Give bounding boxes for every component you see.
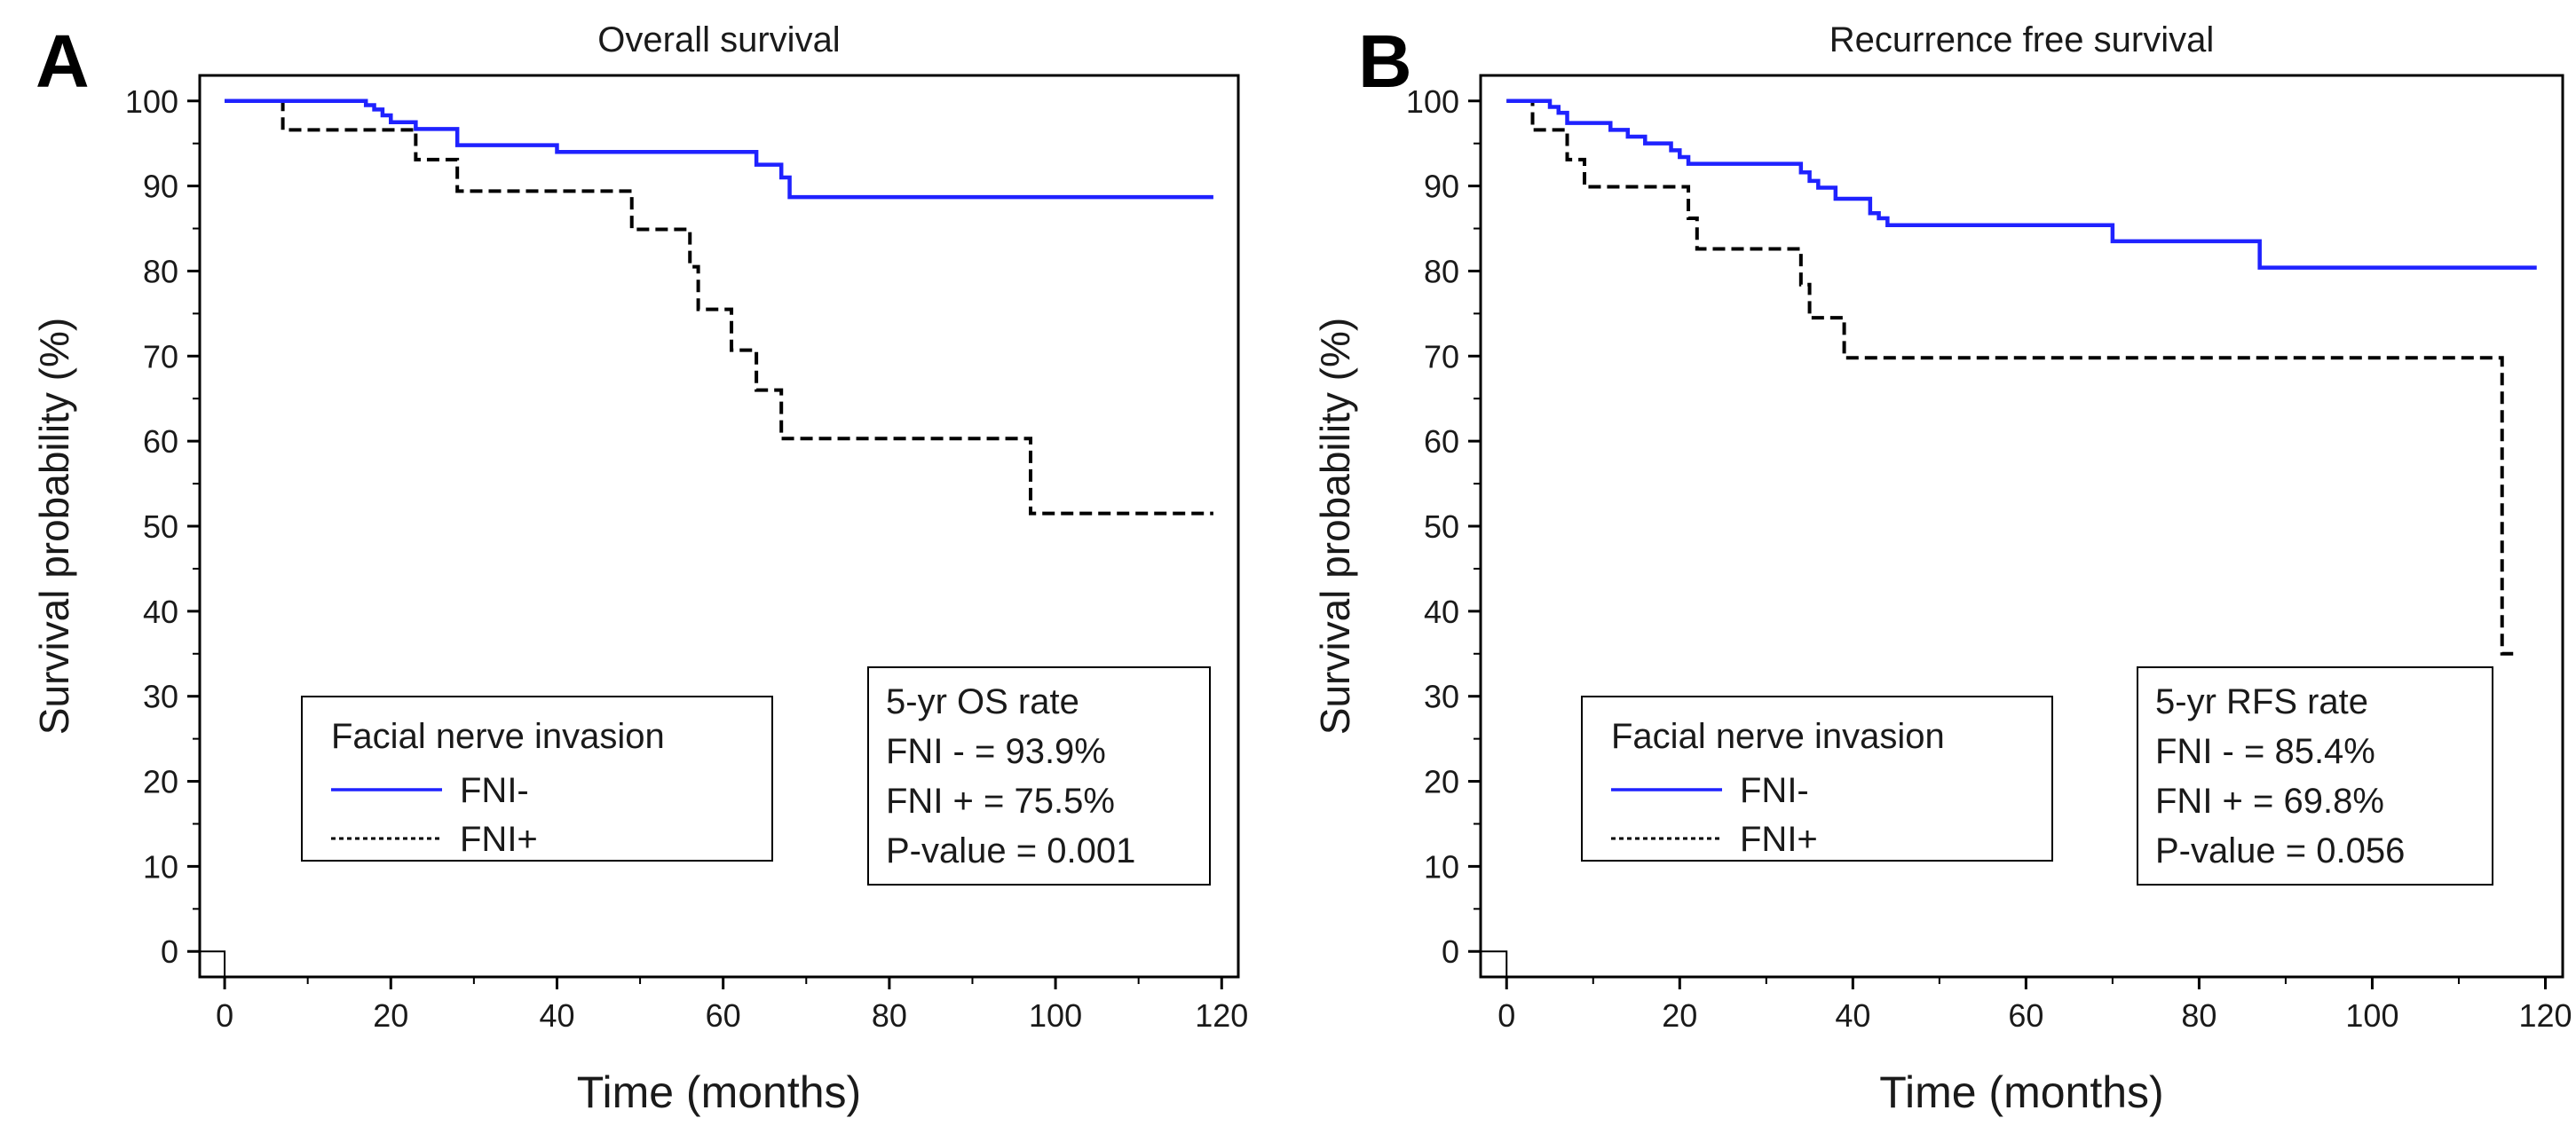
stats-line: FNI - = 93.9% (886, 732, 1106, 771)
x-tick-label: 40 (539, 997, 574, 1034)
x-tick-label: 20 (1662, 997, 1697, 1034)
y-tick-label: 60 (1424, 423, 1459, 460)
origin-marker (1481, 950, 1508, 977)
stats-box (2137, 666, 2493, 886)
y-tick-label: 10 (143, 848, 178, 885)
x-tick-label: 80 (872, 997, 907, 1034)
y-tick-label: 40 (1424, 594, 1459, 630)
stats-title: 5-yr OS rate (886, 682, 1079, 721)
y-tick-label: 20 (1424, 764, 1459, 800)
x-tick-label: 40 (1835, 997, 1870, 1034)
y-tick-label: 80 (143, 253, 178, 289)
y-tick-label: 70 (143, 338, 178, 374)
x-axis-title: Time (months) (1879, 1067, 2163, 1117)
y-tick-label: 90 (143, 169, 178, 205)
y-tick-label: 20 (143, 764, 178, 800)
stats-title: 5-yr RFS rate (2155, 682, 2368, 721)
y-tick-label: 30 (143, 679, 178, 715)
panel-overall-survival: A Overall survival 0 10 20 30 40 50 60 70 80 90 100 0… (31, 20, 1248, 1117)
x-tick-label: 100 (1029, 997, 1082, 1034)
y-axis-title: Survival probability (%) (1312, 318, 1358, 735)
x-tick-label: 120 (1195, 997, 1248, 1034)
legend-box (1581, 696, 2053, 862)
legend-label: FNI- (1740, 771, 1809, 810)
x-tick-label: 120 (2518, 997, 2572, 1034)
legend-box (301, 696, 773, 862)
legend-title: Facial nerve invasion (1611, 717, 1945, 756)
stats-box (867, 666, 1211, 886)
y-tick-label: 0 (1442, 933, 1459, 970)
x-tick-label: 60 (2008, 997, 2043, 1034)
stats-line: FNI + = 75.5% (886, 782, 1115, 821)
y-tick-label: 50 (143, 508, 178, 545)
chart-title: Recurrence free survival (1829, 20, 2215, 59)
x-tick-label: 60 (706, 997, 741, 1034)
x-tick-label: 0 (216, 997, 233, 1034)
y-tick-label: 40 (143, 594, 178, 630)
y-tick-label: 70 (1424, 338, 1459, 374)
series-line-fniplus (225, 98, 1213, 516)
y-tick-label: 60 (143, 423, 178, 460)
panel-recurrence-free-survival: B Recurrence free survival 0 10 20 30 40 50 60 70… (1312, 20, 2572, 1117)
series-line-fniminus (225, 98, 1213, 200)
y-axis-title: Survival probability (%) (31, 318, 77, 735)
y-tick-label: 10 (1424, 848, 1459, 885)
legend-title: Facial nerve invasion (331, 717, 665, 756)
legend-label: FNI+ (460, 820, 538, 859)
x-tick-label: 0 (1497, 997, 1515, 1034)
y-tick-label: 80 (1424, 253, 1459, 289)
y-tick-label: 100 (125, 83, 178, 120)
stats-line: P-value = 0.056 (2155, 831, 2405, 870)
y-tick-label: 0 (161, 933, 178, 970)
y-tick-label: 30 (1424, 679, 1459, 715)
panel-letter: B (1358, 20, 1412, 103)
x-axis-title: Time (months) (577, 1067, 861, 1117)
origin-marker (200, 950, 226, 977)
legend-label: FNI+ (1740, 820, 1818, 859)
stats-line: P-value = 0.001 (886, 831, 1135, 870)
stats-line: FNI + = 69.8% (2155, 782, 2384, 821)
y-tick-label: 50 (1424, 508, 1459, 545)
x-tick-label: 20 (373, 997, 408, 1034)
series-line-fniminus (1506, 98, 2537, 270)
x-tick-label: 100 (2345, 997, 2398, 1034)
x-tick-label: 80 (2181, 997, 2216, 1034)
y-tick-label: 100 (1406, 83, 1459, 120)
y-tick-label: 90 (1424, 169, 1459, 205)
series-line-fniplus (1506, 98, 2520, 656)
legend-label: FNI- (460, 771, 529, 810)
panel-letter: A (36, 20, 90, 103)
chart-title: Overall survival (597, 20, 840, 59)
stats-line: FNI - = 85.4% (2155, 732, 2375, 771)
